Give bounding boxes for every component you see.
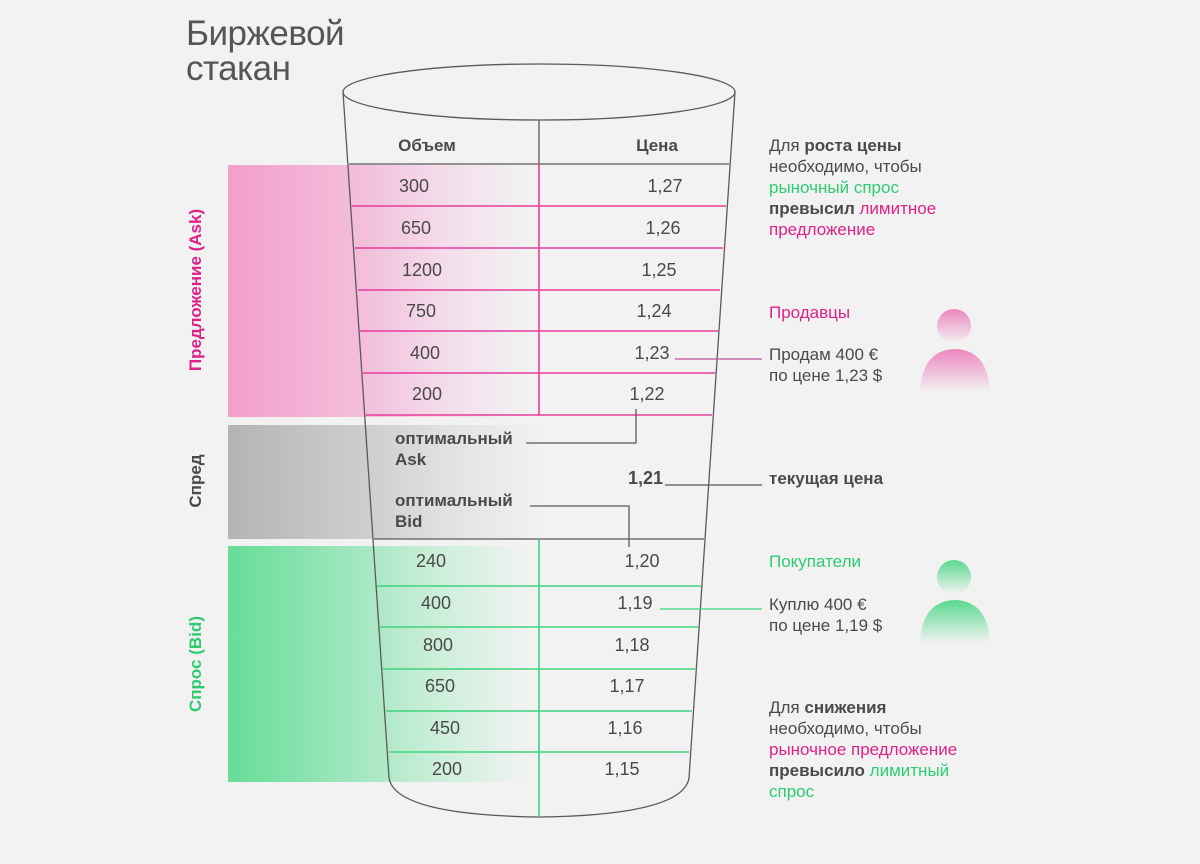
best-bid-label: оптимальный Bid bbox=[395, 491, 513, 531]
title-line-2: стакан bbox=[186, 49, 291, 88]
ask-volume: 200 bbox=[411, 384, 443, 404]
buyer-person-icon bbox=[920, 560, 990, 643]
bid-price: 1,17 bbox=[609, 676, 645, 696]
bid-grid bbox=[377, 539, 701, 817]
ask-volume: 300 bbox=[398, 176, 430, 196]
page-title: Биржевой стакан bbox=[186, 14, 345, 88]
bid-volume: 450 bbox=[429, 718, 461, 738]
cup-rim bbox=[342, 63, 736, 121]
best-ask-connector bbox=[526, 409, 637, 444]
ask-price: 1,24 bbox=[636, 301, 672, 321]
ask-price: 1,22 bbox=[629, 384, 665, 404]
price-column-header: Цена bbox=[636, 136, 678, 155]
bid-price: 1,16 bbox=[607, 718, 643, 738]
ask-volume-block bbox=[228, 165, 528, 417]
ask-volume: 400 bbox=[409, 343, 441, 363]
seller-person-icon bbox=[920, 309, 990, 392]
price-rise-note: Для роста цены необходимо, чтобы рыночны… bbox=[769, 136, 937, 239]
bid-volume: 800 bbox=[422, 635, 454, 655]
price-fall-note: Для снижения необходимо, чтобы рыночное … bbox=[769, 698, 958, 801]
bid-volume: 400 bbox=[420, 593, 452, 613]
volume-column-header: Объем bbox=[398, 136, 456, 155]
spread-block bbox=[228, 425, 548, 539]
sellers-title: Продавцы bbox=[769, 303, 851, 322]
buyer-order-note: Куплю 400 € по цене 1,19 $ bbox=[769, 595, 883, 635]
buyers-title: Покупатели bbox=[769, 552, 861, 571]
bid-volume: 650 bbox=[424, 676, 456, 696]
seller-order-note: Продам 400 € по цене 1,23 $ bbox=[769, 345, 883, 385]
bid-volume: 240 bbox=[415, 551, 447, 571]
cup-right-wall bbox=[688, 91, 736, 779]
bid-price: 1,18 bbox=[614, 635, 650, 655]
bid-price: 1,19 bbox=[617, 593, 653, 613]
ask-volume: 1200 bbox=[401, 260, 443, 280]
ask-price: 1,26 bbox=[645, 218, 681, 238]
ask-price: 1,23 bbox=[634, 343, 670, 363]
best-bid-connector bbox=[530, 505, 630, 547]
ask-volume: 650 bbox=[400, 218, 432, 238]
title-line-1: Биржевой bbox=[186, 14, 345, 53]
best-ask-label: оптимальный Ask bbox=[395, 429, 513, 469]
bid-price: 1,15 bbox=[604, 759, 640, 779]
ask-price: 1,25 bbox=[641, 260, 677, 280]
ask-price: 1,27 bbox=[647, 176, 683, 196]
bid-price: 1,20 bbox=[624, 551, 660, 571]
ask-grid bbox=[352, 164, 726, 416]
current-price-value: 1,21 bbox=[628, 468, 664, 488]
current-price-label: текущая цена bbox=[769, 469, 884, 488]
bid-volume: 200 bbox=[431, 759, 463, 779]
cup-left-wall bbox=[342, 91, 390, 779]
ask-volume: 750 bbox=[405, 301, 437, 321]
